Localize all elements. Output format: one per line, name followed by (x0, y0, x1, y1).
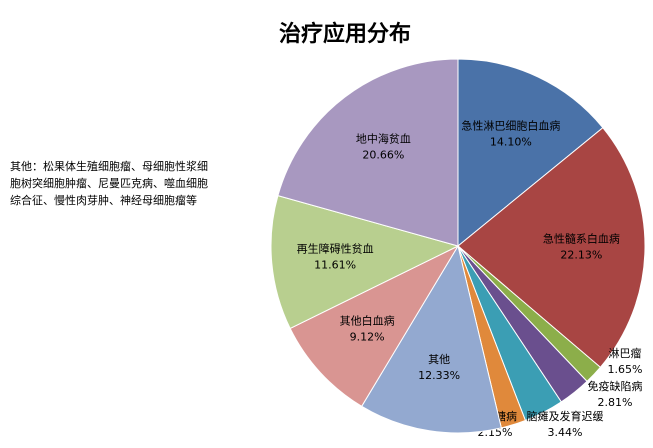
slice-value: 22.13% (560, 248, 602, 261)
pie-slice (457, 58, 604, 248)
slice-label: 急性淋巴细胞白血病 (461, 118, 560, 132)
pie-slice (277, 58, 459, 247)
slice-label: 免疫缺陷病 (588, 379, 643, 393)
slice-label: 急性髓系白血病 (543, 231, 620, 245)
slice-label: 再生障碍性贫血 (297, 241, 374, 255)
slice-value: 11.61% (314, 258, 356, 271)
slice-value: 9.12% (350, 331, 385, 344)
pie-slice (289, 244, 460, 407)
slice-value: 2.81% (598, 396, 633, 409)
slice-label: 淋巴瘤 (609, 346, 642, 360)
pie-slice (457, 127, 646, 368)
pie-slice (361, 244, 502, 434)
slice-value: 1.65% (608, 363, 643, 376)
slice-value: 3.44% (548, 426, 583, 439)
slice-label: 其他 (428, 353, 450, 366)
slice-label: 脑瘫及发育迟缓 (527, 409, 604, 423)
slice-label: 地中海贫血 (356, 132, 411, 146)
note: 其他：松果体生殖细胞瘤、母细胞性浆细胞树突细胞肿瘤、尼曼匹克病、噬血细胞综合征、… (10, 160, 208, 207)
slice-value: 14.10% (490, 135, 532, 148)
slice-value: 20.66% (362, 149, 404, 162)
slice-label: 其他白血病 (340, 314, 395, 328)
chart-title: 治疗应用分布 (279, 21, 411, 47)
pie-slice (270, 195, 460, 330)
slice-value: 12.33% (418, 369, 460, 382)
